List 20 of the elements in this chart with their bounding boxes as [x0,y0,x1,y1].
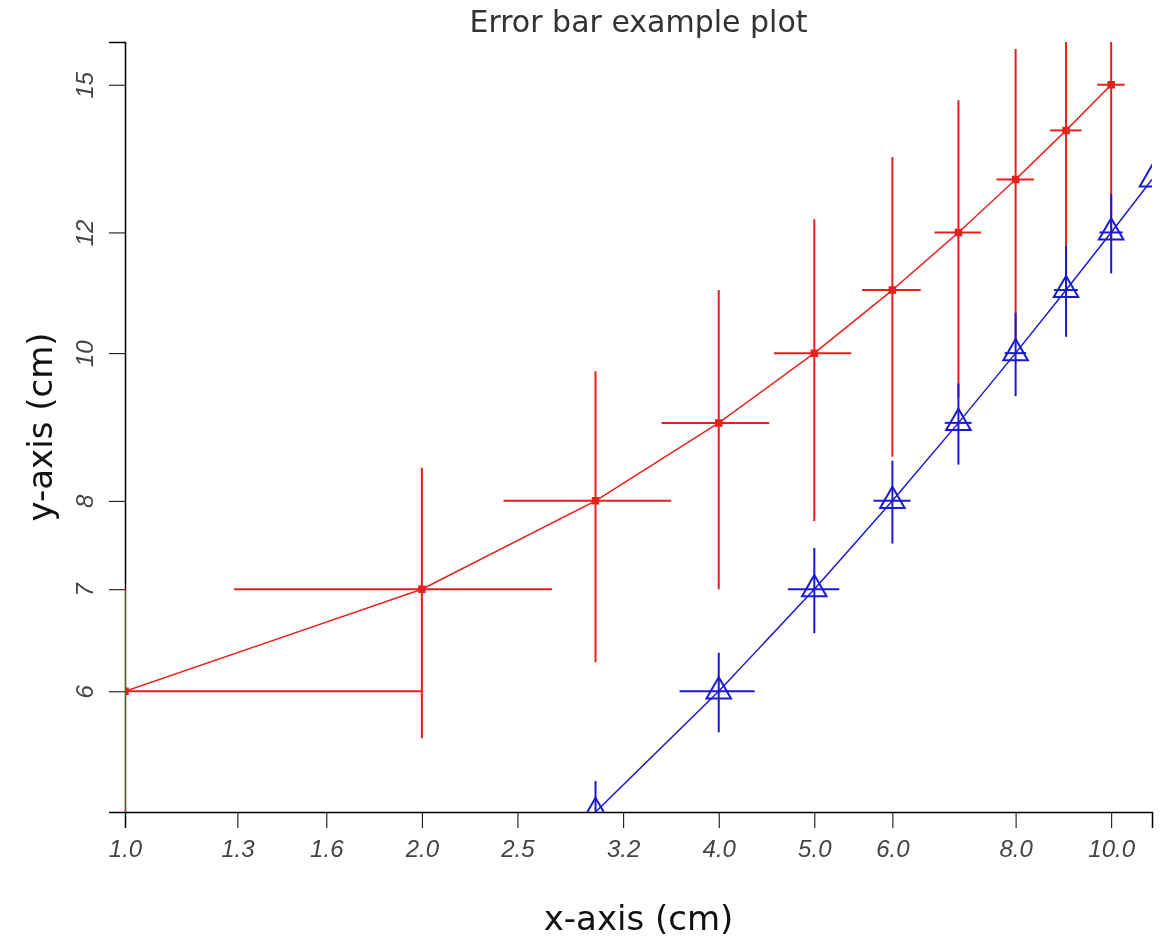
x-tick-label: 1.0 [108,835,143,863]
x-tick-label: 2.5 [500,835,536,863]
y-tick-label: 7 [71,581,99,597]
x-tick-label: 3.2 [606,835,641,863]
chart-title: Error bar example plot [469,4,808,39]
x-tick-label: 2.0 [404,835,440,863]
y-axis-title: y-axis (cm) [20,332,60,522]
y-tick-label: 15 [71,71,99,99]
x-axis-title: x-axis (cm) [543,898,734,938]
x-tick-label: 6.0 [876,835,911,863]
x-tick-label: 4.0 [702,835,737,863]
x-tick-label: 5.0 [798,835,833,863]
y-tick-label: 10 [71,339,99,367]
x-tick-label: 1.3 [221,835,256,863]
x-tick-label: 1.6 [310,835,345,863]
y-tick-label: 12 [71,219,99,247]
y-tick-label: 8 [71,494,99,509]
y-tick-label: 6 [71,684,99,699]
x-tick-label: 10.0 [1088,835,1136,863]
x-tick-label: 8.0 [999,835,1034,863]
